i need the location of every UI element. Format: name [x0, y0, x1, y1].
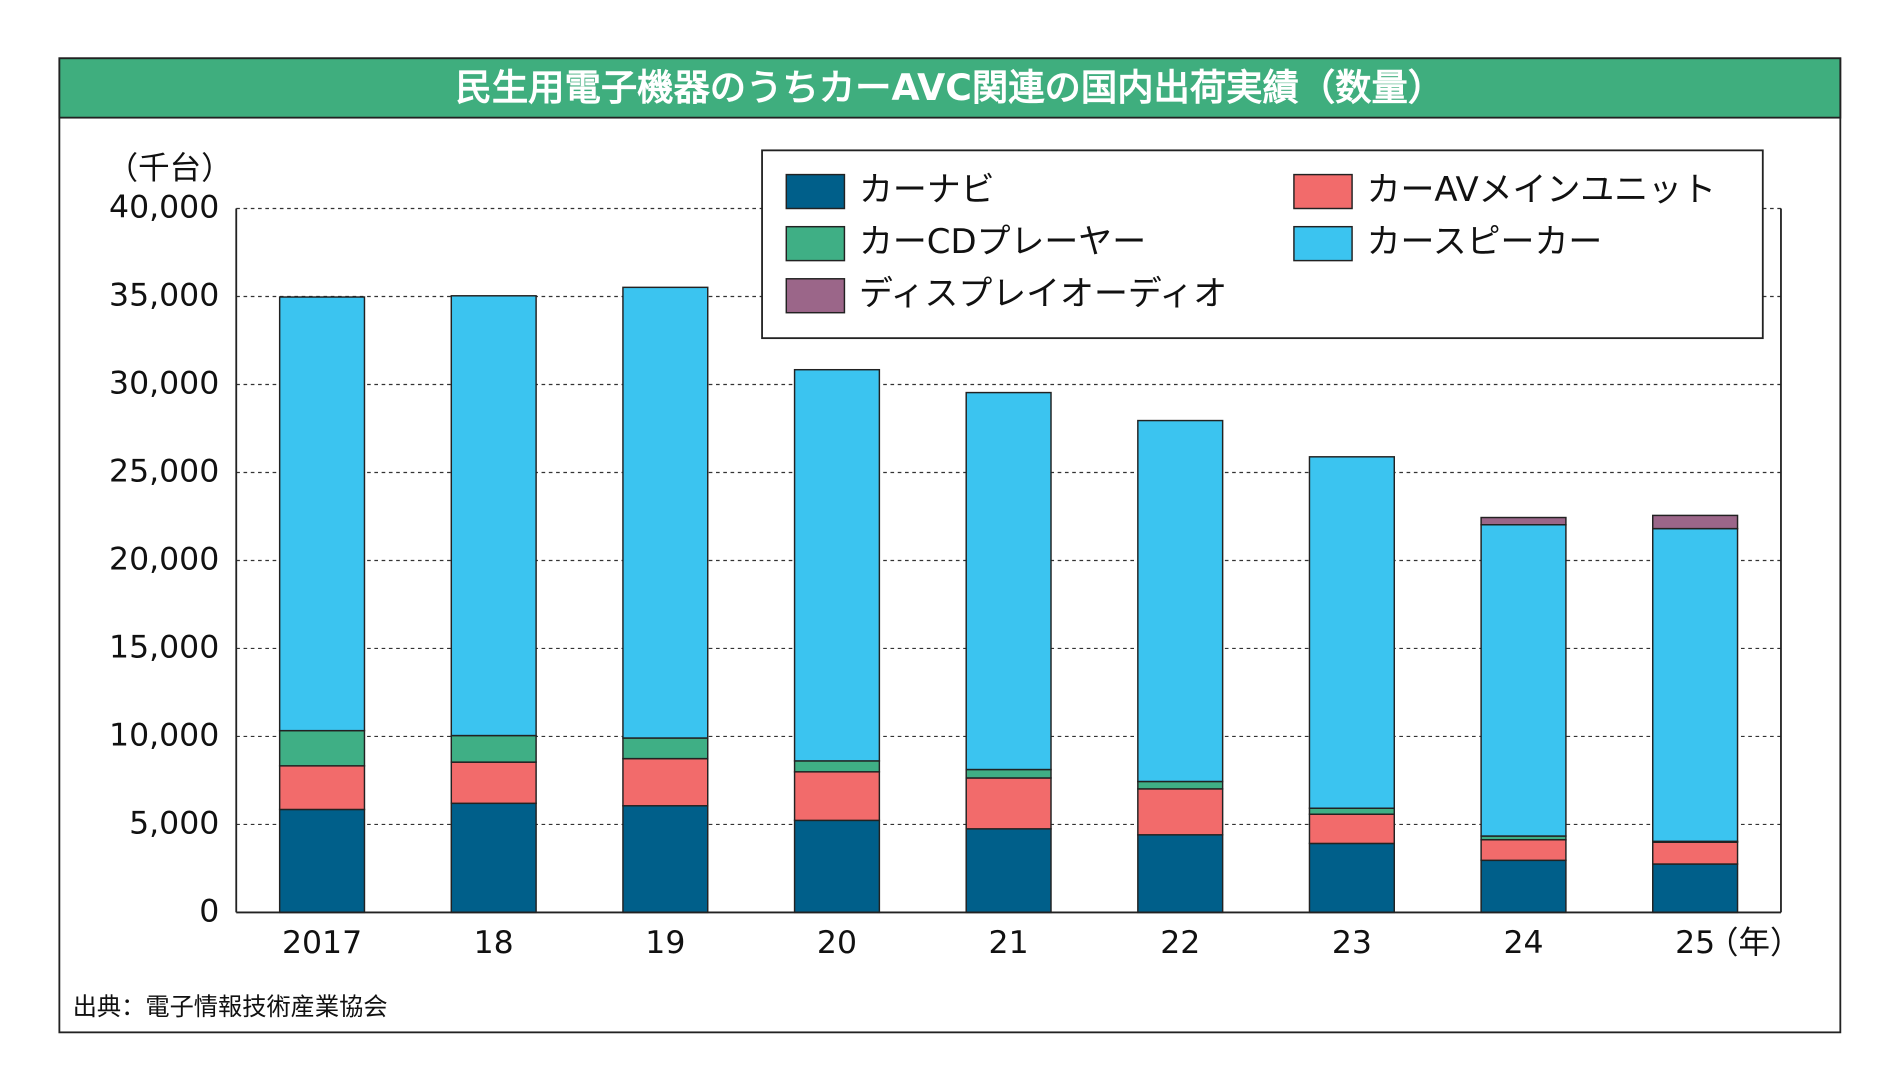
bar-segment [1137, 788, 1224, 836]
legend-swatch [1293, 225, 1353, 262]
bar-segment [793, 368, 881, 762]
bar-segment [278, 296, 366, 732]
bar-segment [965, 391, 1052, 771]
bar-segment [278, 729, 366, 767]
y-tick-label: 35,000 [109, 277, 219, 313]
y-tick-label: 15,000 [109, 629, 219, 665]
bar-segment [793, 760, 881, 773]
bar-segment [1308, 807, 1396, 815]
y-tick-label: 0 [199, 893, 219, 929]
y-tick-label: 40,000 [109, 190, 219, 226]
bar-segment [278, 808, 366, 914]
bar-segment [622, 737, 709, 760]
bar-segment [1480, 516, 1567, 526]
y-tick-label: 30,000 [109, 365, 219, 401]
bar-segment [1652, 527, 1739, 843]
legend-label: カーナビ [859, 170, 995, 209]
bar-segment [1480, 524, 1567, 837]
bar-segment [278, 765, 366, 811]
bar-segment [1308, 456, 1396, 809]
bar-segment [450, 734, 537, 763]
x-tick-label: 22 [1160, 925, 1200, 961]
x-tick-label: 25 [1675, 925, 1715, 961]
bar-segment [622, 286, 709, 739]
x-tick-label: 18 [474, 925, 514, 961]
bar-segment [1652, 841, 1739, 865]
y-tick-label: 10,000 [109, 717, 219, 753]
chart-title: 民生用電子機器のうちカーAVC関連の国内出荷実績（数量） [456, 66, 1445, 109]
x-tick-label: 21 [989, 925, 1029, 961]
bar-segment [1480, 859, 1567, 914]
x-unit: （年） [1707, 925, 1802, 961]
x-tick-label: 19 [645, 925, 685, 961]
y-tick-label: 5,000 [129, 805, 219, 841]
legend-label: ディスプレイオーディオ [859, 274, 1227, 313]
bar-segment [1480, 839, 1567, 862]
bar-segment [965, 828, 1052, 914]
bar-segment [1308, 842, 1396, 914]
bar-segment [965, 777, 1052, 830]
bar-segment [965, 768, 1052, 779]
bar-segment [1308, 813, 1396, 845]
bar-segment [622, 757, 709, 807]
x-tick-label: 2017 [282, 925, 362, 961]
bar-segment [793, 819, 881, 914]
legend-label: カーAVメインユニット [1367, 170, 1716, 209]
legend-swatch [785, 278, 846, 314]
legend-swatch [1293, 173, 1353, 210]
legend-swatch [785, 173, 846, 210]
bar-segment [450, 802, 537, 914]
x-tick-label: 20 [817, 925, 857, 961]
bar-segment [793, 771, 881, 822]
x-tick-label: 23 [1332, 925, 1372, 961]
bar-segment [450, 761, 537, 805]
bar-segment [1137, 419, 1224, 783]
source: 出典：電子情報技術産業協会 [73, 993, 388, 1021]
x-tick-label: 24 [1503, 925, 1543, 961]
bar-segment [1137, 780, 1224, 790]
legend-swatch [785, 225, 846, 262]
legend-label: カーCDプレーヤー [859, 222, 1146, 261]
bar-segment [622, 805, 709, 914]
bar-segment [1652, 863, 1739, 914]
legend-box [761, 149, 1764, 340]
bar-segment [1652, 514, 1739, 530]
y-tick-label: 25,000 [109, 453, 219, 489]
legend-label: カースピーカー [1367, 222, 1603, 261]
bar-segment [1137, 834, 1224, 914]
title-bar [58, 57, 1842, 119]
y-tick-label: 20,000 [109, 541, 219, 577]
bar-segment [450, 295, 537, 737]
y-unit: （千台） [107, 151, 233, 187]
